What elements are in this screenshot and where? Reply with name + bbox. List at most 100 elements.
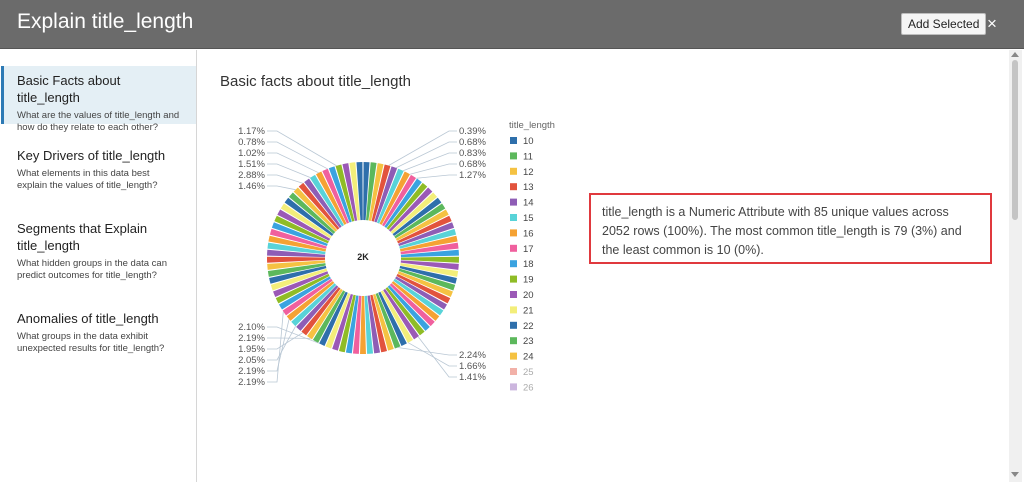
donut-slice[interactable] <box>293 187 338 232</box>
donut-slice[interactable] <box>379 171 410 225</box>
donut-slice[interactable] <box>363 162 370 221</box>
legend-swatch[interactable] <box>510 198 517 206</box>
scroll-down-icon[interactable] <box>1011 472 1019 477</box>
donut-slice[interactable] <box>296 285 339 331</box>
donut-slice[interactable] <box>395 276 448 310</box>
legend-label[interactable]: 18 <box>523 259 534 270</box>
donut-slice[interactable] <box>387 285 430 331</box>
donut-slice[interactable] <box>322 168 350 224</box>
donut-slice[interactable] <box>399 235 458 252</box>
donut-slice[interactable] <box>364 295 374 354</box>
donut-slice[interactable] <box>356 162 363 221</box>
donut-slice[interactable] <box>385 287 425 336</box>
legend-label[interactable]: 22 <box>523 321 534 332</box>
legend-swatch[interactable] <box>510 321 517 329</box>
legend-swatch[interactable] <box>510 167 517 175</box>
donut-slice[interactable] <box>280 203 332 239</box>
donut-slice[interactable] <box>366 162 377 221</box>
donut-slice[interactable] <box>368 163 384 221</box>
legend-swatch[interactable] <box>510 337 517 345</box>
legend-label[interactable]: 16 <box>523 228 534 239</box>
donut-slice[interactable] <box>400 242 459 255</box>
donut-slice[interactable] <box>332 293 354 351</box>
donut-slice[interactable] <box>380 290 414 343</box>
donut-slice[interactable] <box>381 174 417 227</box>
donut-slice[interactable] <box>400 263 459 277</box>
donut-slice[interactable] <box>397 215 452 244</box>
donut-slice[interactable] <box>301 287 341 336</box>
legend-swatch[interactable] <box>510 368 517 375</box>
donut-slice[interactable] <box>395 209 449 241</box>
donut-slice[interactable] <box>271 222 328 247</box>
scroll-up-icon[interactable] <box>1011 52 1019 57</box>
donut-slice[interactable] <box>396 273 451 304</box>
legend-swatch[interactable] <box>510 244 517 252</box>
donut-slice[interactable] <box>269 228 327 249</box>
donut-slice[interactable] <box>394 203 446 239</box>
legend-label[interactable]: 12 <box>523 167 534 178</box>
vertical-scrollbar[interactable] <box>1009 50 1022 482</box>
donut-slice[interactable] <box>270 268 328 291</box>
donut-slice[interactable] <box>367 295 381 354</box>
donut-slice[interactable] <box>275 273 330 304</box>
legend-swatch[interactable] <box>510 383 517 391</box>
donut-slice[interactable] <box>390 192 438 234</box>
scroll-thumb[interactable] <box>1012 60 1018 220</box>
donut-slice[interactable] <box>269 265 327 284</box>
donut-chart[interactable]: 1.17%0.78%1.02%1.51%2.88%1.46%0.39%0.68%… <box>227 120 627 420</box>
donut-slice[interactable] <box>328 166 352 223</box>
donut-slice[interactable] <box>267 260 326 270</box>
donut-slice[interactable] <box>400 249 459 258</box>
legend-swatch[interactable] <box>510 306 517 314</box>
donut-slice[interactable] <box>393 278 444 316</box>
legend-swatch[interactable] <box>510 291 517 298</box>
sidebar-item-key-drivers[interactable]: Key Drivers of title_length What element… <box>1 147 196 197</box>
donut-slice[interactable] <box>371 164 391 222</box>
donut-slice[interactable] <box>388 187 433 232</box>
donut-slice[interactable] <box>277 209 331 241</box>
legend-swatch[interactable] <box>510 183 517 191</box>
legend-swatch[interactable] <box>510 229 517 237</box>
donut-slice[interactable] <box>325 292 351 349</box>
donut-slice[interactable] <box>304 178 342 228</box>
donut-slice[interactable] <box>376 168 404 224</box>
legend-swatch[interactable] <box>510 275 517 283</box>
legend-label[interactable]: 13 <box>523 182 534 193</box>
donut-slice[interactable] <box>319 291 348 346</box>
legend-label[interactable]: 20 <box>523 290 534 301</box>
donut-slice[interactable] <box>312 290 346 343</box>
legend-label[interactable]: 14 <box>523 198 534 209</box>
donut-slice[interactable] <box>288 192 336 234</box>
donut-slice[interactable] <box>338 294 356 353</box>
donut-slice[interactable] <box>397 271 453 298</box>
donut-slice[interactable] <box>360 295 366 354</box>
legend-label[interactable]: 10 <box>523 136 534 147</box>
donut-slice[interactable] <box>378 291 407 346</box>
donut-slice[interactable] <box>291 283 337 327</box>
donut-slice[interactable] <box>398 222 455 247</box>
donut-slice[interactable] <box>309 174 345 227</box>
donut-slice[interactable] <box>399 228 457 249</box>
donut-slice[interactable] <box>383 288 419 340</box>
donut-slice[interactable] <box>274 215 329 244</box>
donut-slice[interactable] <box>384 178 422 228</box>
donut-slice[interactable] <box>335 164 355 222</box>
donut-slice[interactable] <box>389 283 435 327</box>
donut-slice[interactable] <box>267 242 326 255</box>
donut-slice[interactable] <box>267 249 326 258</box>
donut-slice[interactable] <box>391 281 440 321</box>
donut-slice[interactable] <box>284 197 334 237</box>
donut-slice[interactable] <box>282 278 333 316</box>
donut-slice[interactable] <box>286 281 335 321</box>
legend-label[interactable]: 21 <box>523 305 534 316</box>
add-selected-button[interactable]: Add Selected <box>901 13 987 35</box>
donut-slice[interactable] <box>267 256 326 263</box>
donut-slice[interactable] <box>278 276 331 310</box>
donut-slice[interactable] <box>316 171 347 225</box>
legend-label[interactable]: 26 <box>523 382 534 393</box>
sidebar-item-segments[interactable]: Segments that Explain title_length What … <box>1 220 196 290</box>
donut-slice[interactable] <box>345 295 359 354</box>
donut-slice[interactable] <box>352 295 362 354</box>
donut-slice[interactable] <box>342 163 358 221</box>
donut-slice[interactable] <box>349 162 360 221</box>
